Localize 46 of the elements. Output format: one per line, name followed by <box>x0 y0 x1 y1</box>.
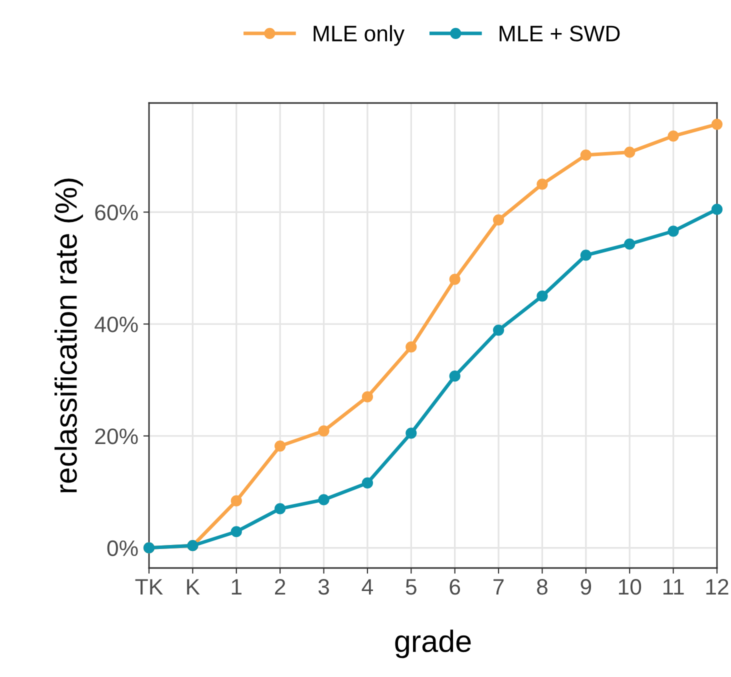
y-tick-label: 20% <box>95 428 138 444</box>
x-tick-label: 12 <box>706 579 728 595</box>
point <box>668 226 679 237</box>
point <box>318 494 330 506</box>
legend-label: MLE + SWD <box>500 26 620 42</box>
point <box>624 238 636 250</box>
point <box>362 477 374 488</box>
x-tick-label: 10 <box>618 579 642 595</box>
point <box>711 118 723 130</box>
point <box>318 425 330 436</box>
point <box>449 274 460 285</box>
point <box>406 341 417 353</box>
point <box>274 440 286 452</box>
y-tick-label: 60% <box>95 204 138 220</box>
point <box>274 503 286 514</box>
legend-label: MLE only <box>314 25 405 46</box>
point <box>362 391 374 402</box>
x-tick-label: 5 <box>406 579 416 595</box>
point <box>536 178 548 190</box>
y-tick-label: 40% <box>94 316 138 332</box>
x-tick-label: 6 <box>450 579 460 595</box>
point <box>624 146 636 158</box>
point <box>406 428 417 439</box>
point <box>580 250 592 261</box>
x-tick-label: 11 <box>663 579 684 595</box>
point <box>536 290 548 302</box>
x-tick-label: K <box>187 579 200 595</box>
point <box>230 526 242 538</box>
x-tick-label: TK <box>135 579 163 595</box>
x-tick-label: 1 <box>232 579 242 595</box>
x-tick-label: 4 <box>362 579 373 595</box>
y-tick-label: 0% <box>107 540 138 556</box>
point <box>711 204 723 215</box>
point <box>668 130 679 142</box>
x-tick-label: 3 <box>318 579 329 595</box>
x-tick-label: 9 <box>580 579 592 595</box>
x-tick-label: 7 <box>494 579 504 595</box>
x-tick-label: 8 <box>537 579 548 595</box>
point <box>580 149 592 161</box>
x-tick-label: 2 <box>275 579 286 595</box>
point <box>449 370 460 382</box>
point <box>492 324 504 336</box>
x-axis-title: grade <box>395 630 471 658</box>
point <box>230 495 242 506</box>
point <box>492 214 504 226</box>
y-axis-title: reclassification rate (%) <box>54 178 83 492</box>
